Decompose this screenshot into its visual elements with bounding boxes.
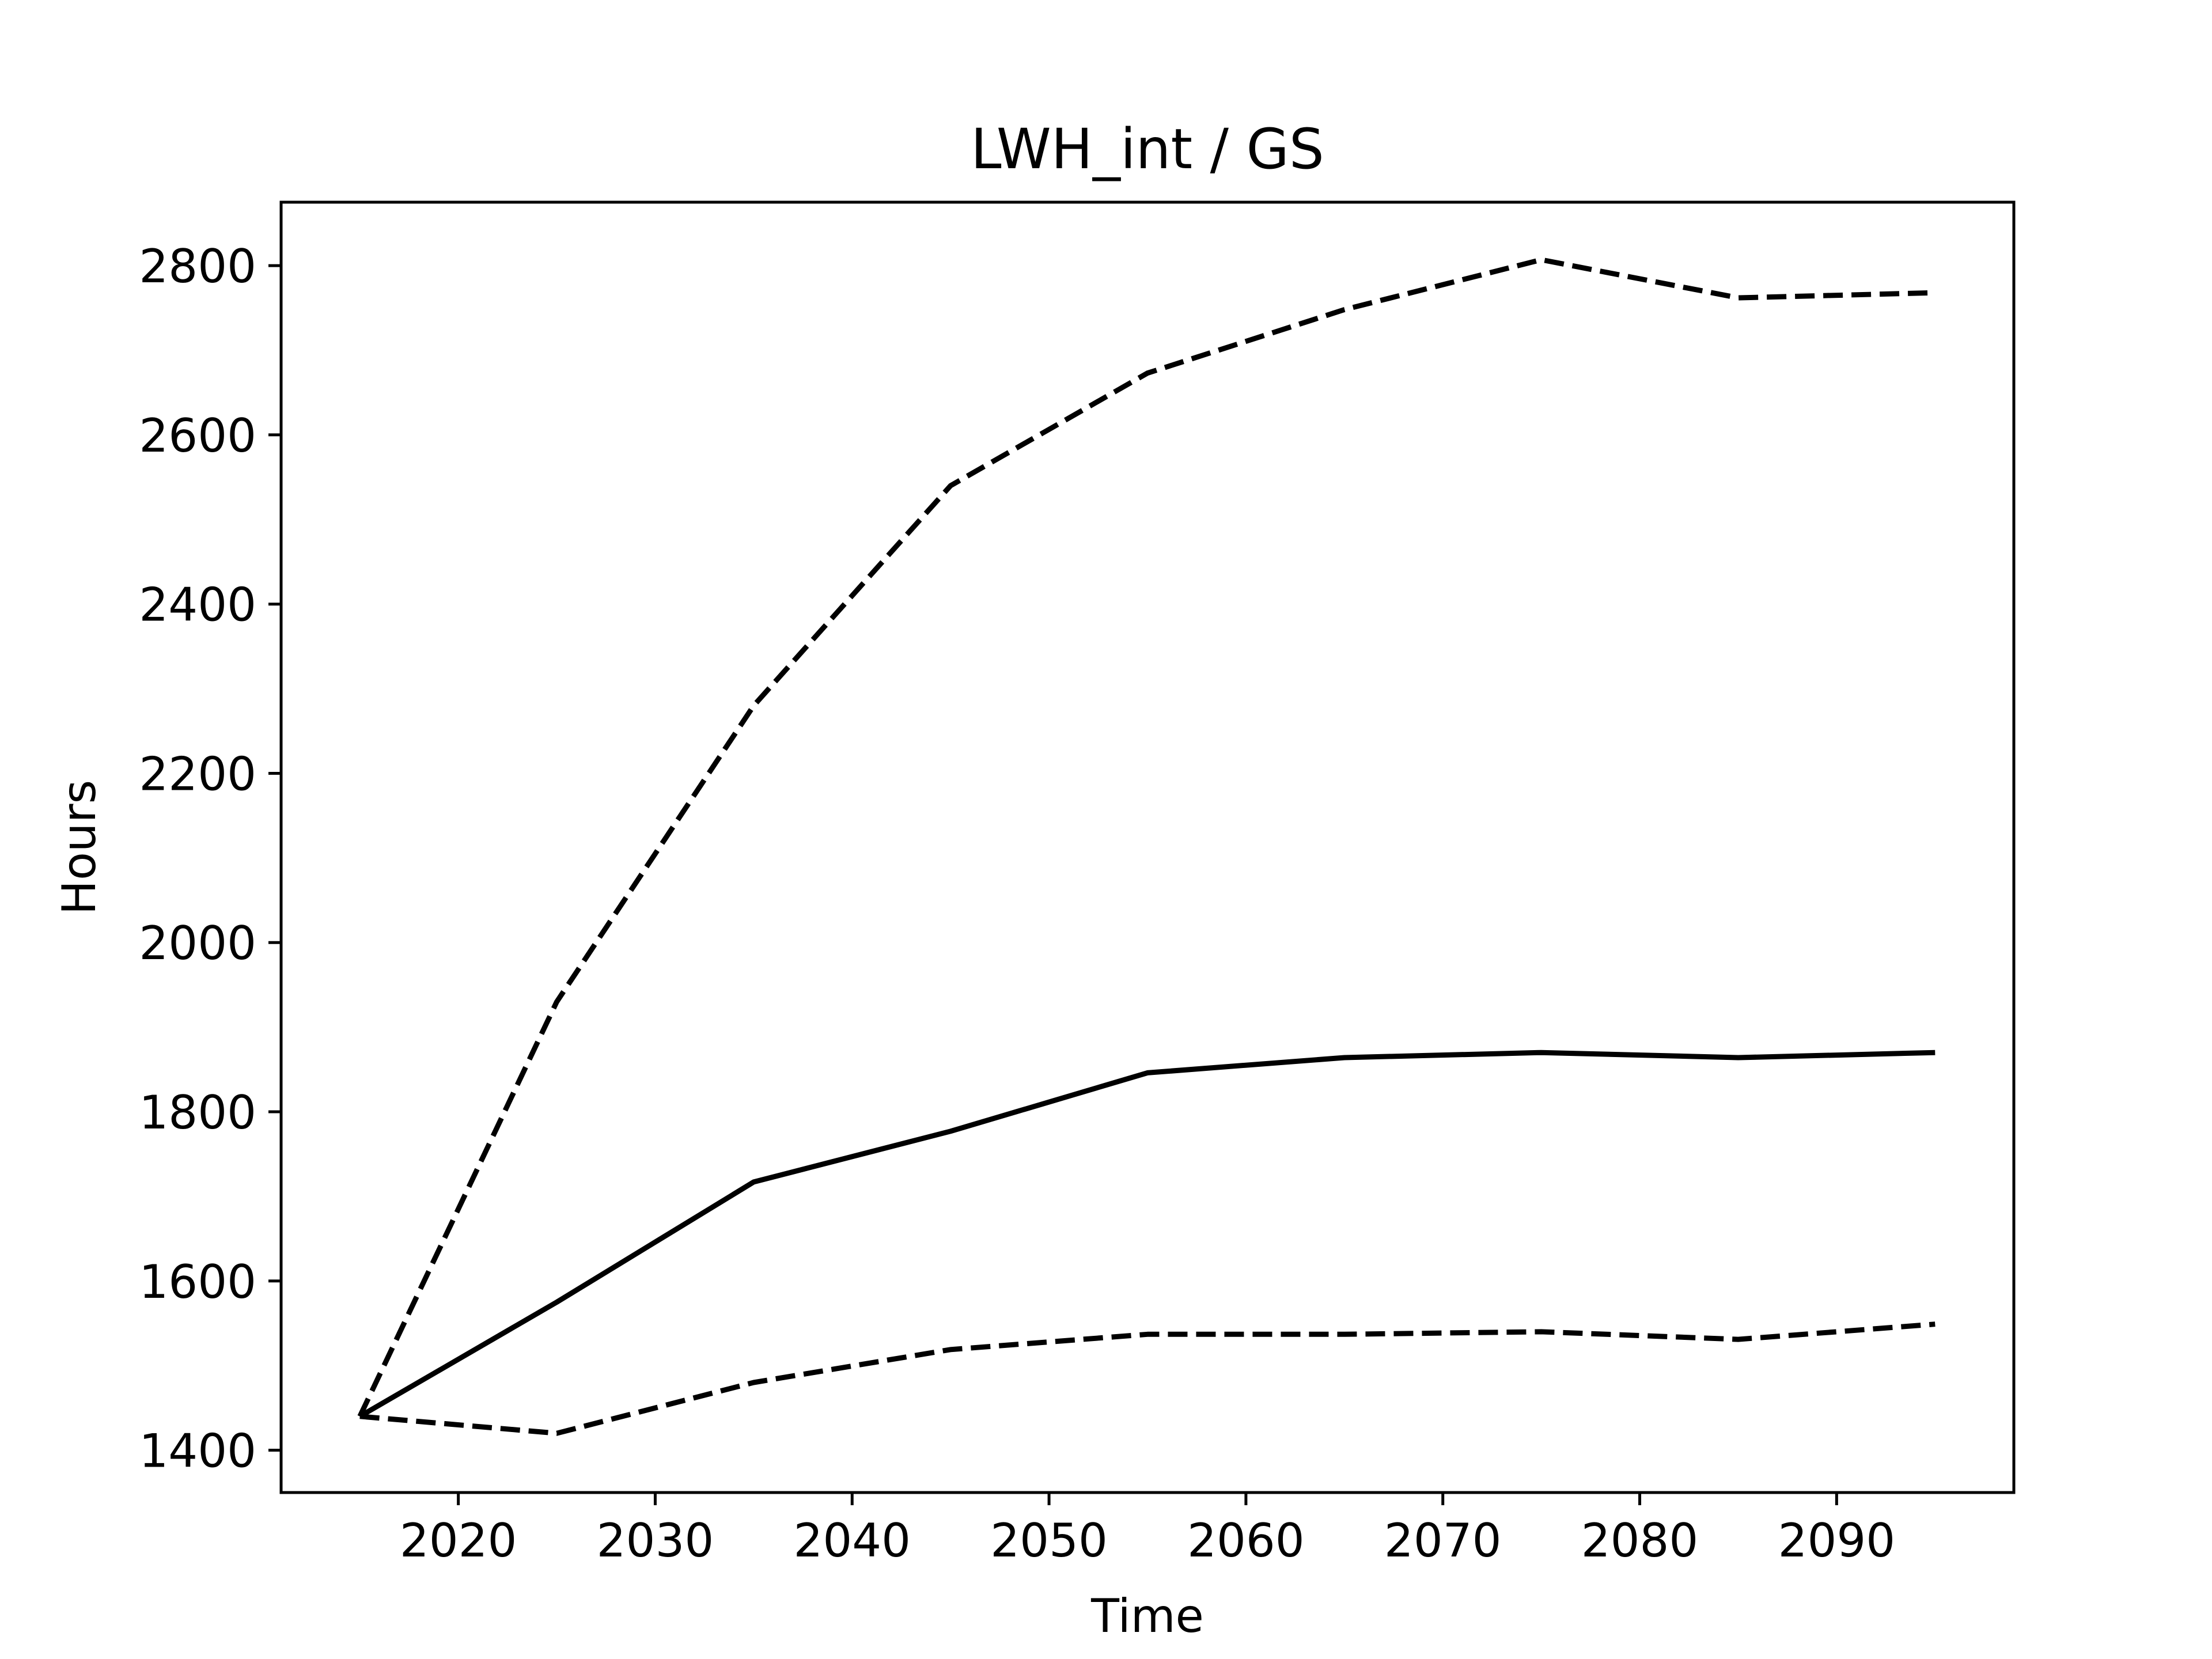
plot-frame: [279, 200, 2016, 1494]
x-tick-label: 2090: [1778, 1514, 1896, 1567]
y-tick-label: 1800: [139, 1086, 256, 1139]
x-tick-label: 2040: [793, 1514, 911, 1567]
series-line-1: [358, 1050, 1936, 1419]
x-tick-label: 2020: [400, 1514, 517, 1567]
y-tick-label: 1600: [139, 1255, 256, 1309]
x-tick-label: 2080: [1581, 1514, 1699, 1567]
series-line-3: [359, 1321, 1936, 1436]
y-axis-label: Hours: [52, 780, 106, 915]
y-tick-label: 2000: [139, 916, 256, 970]
x-tick-label: 2070: [1384, 1514, 1502, 1567]
chart-title: LWH_int / GS: [971, 117, 1324, 181]
y-tick-label: 1400: [139, 1425, 256, 1478]
y-tick-label: 2200: [139, 747, 256, 801]
x-tick-label: 2030: [597, 1514, 714, 1567]
y-tick-label: 2600: [139, 409, 256, 463]
y-axis: 1400 1600 1800 2000 2200 2400 2600 2800: [139, 240, 281, 1478]
series-layer: [357, 257, 1936, 1436]
x-axis: 2020 2030 2040 2050 2060 2070 2080 2090: [400, 1493, 1895, 1567]
y-tick-label: 2800: [139, 240, 256, 293]
y-tick-label: 2400: [139, 578, 256, 632]
x-axis-label: Time: [1090, 1589, 1204, 1643]
x-tick-label: 2050: [990, 1514, 1108, 1567]
x-tick-label: 2060: [1187, 1514, 1305, 1567]
series-line-2: [357, 257, 1936, 1418]
